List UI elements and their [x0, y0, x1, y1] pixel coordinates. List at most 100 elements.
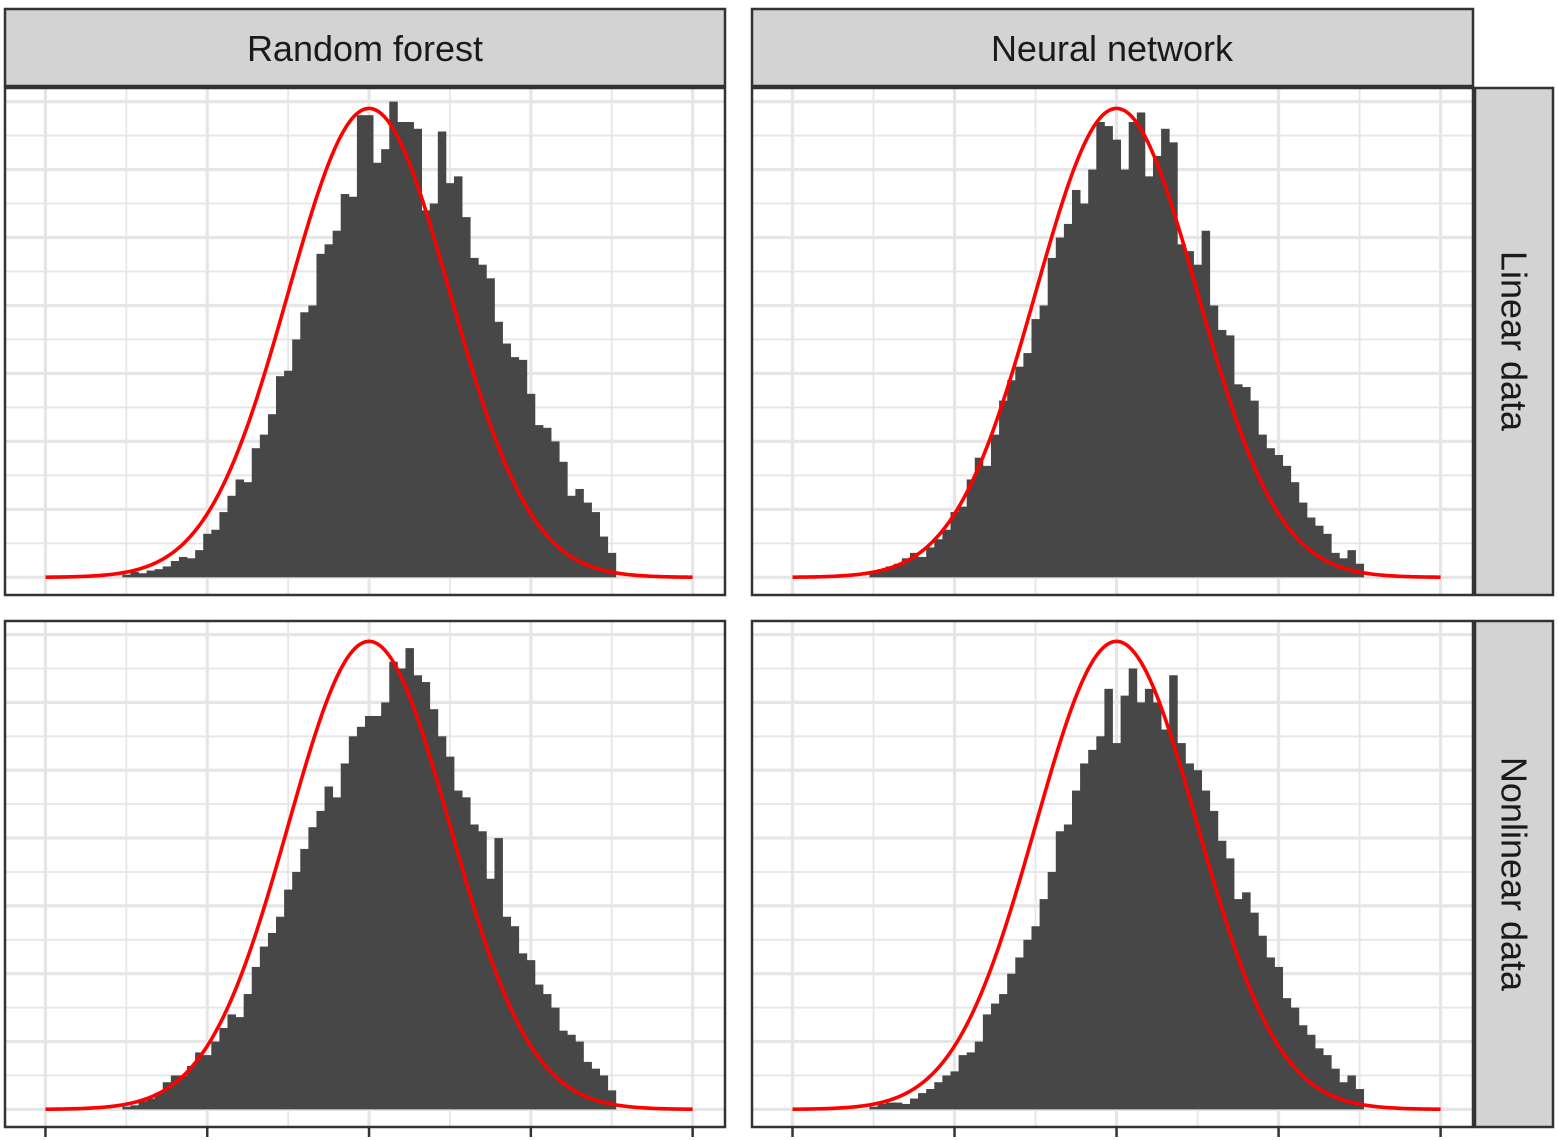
histogram-bar	[966, 479, 976, 578]
histogram-bar	[203, 533, 212, 578]
histogram-bar	[340, 194, 350, 578]
histogram-bar	[397, 121, 406, 578]
histogram-bar	[551, 1007, 560, 1110]
histogram-bar	[1104, 688, 1113, 1110]
histogram-bar	[1047, 871, 1057, 1110]
panel-border	[750, 86, 1475, 597]
histogram-bar	[429, 203, 439, 578]
row-strip-label-nonlinear-data: Nonlinear data	[1494, 757, 1535, 992]
histogram-bar	[1161, 729, 1170, 1110]
histogram-bar	[1290, 482, 1300, 578]
histogram-bar	[227, 495, 236, 578]
histogram-bar	[909, 552, 919, 578]
histogram-bar	[1136, 112, 1146, 578]
histogram-bar	[885, 1102, 895, 1110]
row-strip-label-linear-data: Linear data	[1494, 251, 1535, 432]
histogram-bar	[1096, 736, 1105, 1110]
histogram-bar	[445, 756, 455, 1110]
histogram-bar	[154, 1093, 164, 1110]
histogram-bar	[235, 479, 245, 578]
histogram-bar	[1266, 448, 1275, 578]
histogram-bar	[1080, 763, 1089, 1110]
histogram-bar	[437, 131, 447, 578]
histogram-bar	[1023, 939, 1032, 1110]
histogram-bar	[243, 994, 253, 1110]
histogram-bar	[974, 1041, 984, 1110]
histogram-bar	[1250, 400, 1259, 578]
row-strip-nonlinear-data: Nonlinear data	[1473, 619, 1555, 1129]
histogram-bar	[1128, 668, 1138, 1110]
histogram-bar	[1298, 502, 1308, 578]
histogram-bar	[397, 668, 406, 1110]
histogram-bar	[1104, 126, 1113, 578]
histogram-bar	[1169, 142, 1178, 578]
histogram-bar	[1201, 230, 1211, 578]
histogram-bar	[1323, 1055, 1332, 1110]
histogram-bar	[389, 661, 398, 1110]
histogram-bar	[470, 824, 479, 1110]
histogram-bar	[591, 512, 601, 578]
histogram-bar	[918, 556, 927, 578]
histogram-bar	[138, 573, 147, 578]
histogram-bar	[1315, 1048, 1324, 1110]
histogram-bar	[877, 1103, 887, 1110]
histogram-bar	[1120, 695, 1130, 1110]
histogram-bar	[982, 1014, 992, 1110]
histogram-bar	[162, 1082, 172, 1110]
histogram-bar	[146, 570, 156, 578]
histogram-bar	[901, 558, 911, 578]
histogram-bar	[332, 230, 342, 578]
histogram-bar	[1144, 176, 1154, 578]
histogram-bar	[591, 1068, 601, 1110]
histogram-bar	[526, 960, 536, 1110]
histogram-bar	[1055, 831, 1065, 1110]
histogram-bar	[1063, 223, 1073, 578]
panel-plot-area	[5, 88, 725, 595]
histogram-bar	[292, 871, 301, 1110]
histogram-bar	[1225, 335, 1235, 578]
histogram-bar	[958, 1055, 968, 1110]
histogram-bar	[211, 529, 220, 578]
histogram-bar	[893, 563, 903, 578]
histogram-bar	[542, 994, 552, 1110]
histogram-bar	[999, 400, 1008, 578]
histogram-bar	[494, 838, 503, 1110]
normal-density-curve	[45, 639, 693, 1112]
histogram-bar	[974, 457, 984, 578]
histogram-bar	[918, 1093, 927, 1110]
histogram-bar	[502, 916, 512, 1110]
histogram-bar	[324, 786, 334, 1110]
histogram-bar	[583, 1061, 592, 1110]
histogram-bar	[381, 149, 390, 578]
histogram-bar	[373, 715, 382, 1110]
histogram-bar	[308, 827, 317, 1110]
histogram-bar	[170, 1075, 180, 1110]
histogram-bar	[942, 1075, 951, 1110]
histogram-bar	[356, 115, 366, 578]
histogram-bar	[1015, 366, 1024, 578]
histogram-bar	[1185, 251, 1194, 578]
histogram-bar	[567, 495, 576, 578]
histogram-bar	[348, 736, 358, 1110]
histogram-bar	[990, 1003, 1000, 1110]
histogram-bar	[486, 878, 495, 1110]
histogram-bar	[219, 1027, 228, 1110]
histogram-bar	[926, 547, 935, 578]
histogram-bar	[1144, 688, 1154, 1110]
histogram-bar	[1250, 912, 1259, 1110]
histogram-bar	[219, 512, 228, 578]
histogram-bar	[1347, 1075, 1356, 1110]
histogram-bar	[284, 370, 293, 578]
histogram-bar	[381, 702, 390, 1110]
histogram-bar	[1096, 121, 1105, 578]
column-strip-neural-network: Neural network	[750, 7, 1475, 88]
histogram-bar	[1306, 1034, 1316, 1110]
histogram-bar	[1023, 353, 1032, 578]
histogram-bar	[1169, 675, 1178, 1110]
histogram-bar	[1071, 189, 1081, 578]
histogram-bar	[534, 425, 544, 578]
panel-plot-area	[5, 621, 725, 1127]
histogram-bar	[1136, 702, 1146, 1110]
histogram-bar	[1306, 517, 1316, 578]
